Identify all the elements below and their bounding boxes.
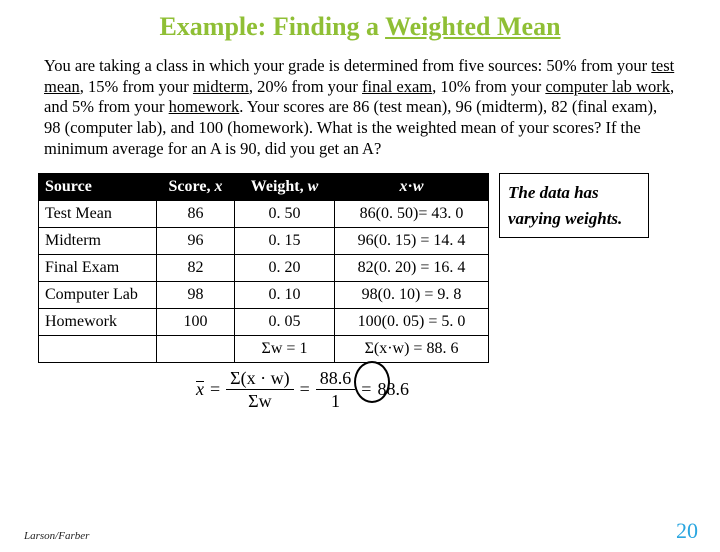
cell-weight: 0. 50 <box>235 201 335 228</box>
cell-xw: 98(0. 10) = 9. 8 <box>335 282 489 309</box>
cell-weight: 0. 05 <box>235 309 335 336</box>
table-row: Computer Lab980. 1098(0. 10) = 9. 8 <box>39 282 489 309</box>
cell-source: Computer Lab <box>39 282 157 309</box>
equals-3: = <box>361 379 371 400</box>
title-lead: Example: Finding a <box>159 12 385 41</box>
note-line2: varying weights. <box>508 206 640 232</box>
table-totals-row: Σw = 1Σ(x·w) = 88. 6 <box>39 336 489 363</box>
formula-area: x = Σ(x · w) Σw = 88.6 1 = 88.6 <box>196 369 720 410</box>
col-score: Score, x <box>157 174 235 201</box>
fraction-symbolic: Σ(x · w) Σw <box>226 369 293 410</box>
page-number: 20 <box>676 518 698 544</box>
cell-sum-w: Σw = 1 <box>235 336 335 363</box>
col-weight: Weight, w <box>235 174 335 201</box>
cell-source: Final Exam <box>39 255 157 282</box>
cell-xw: 86(0. 50)= 43. 0 <box>335 201 489 228</box>
equals-2: = <box>300 379 310 400</box>
cell-sum-xw: Σ(x·w) = 88. 6 <box>335 336 489 363</box>
content-row: Source Score, x Weight, w x·w Test Mean8… <box>38 173 720 363</box>
cell-source: Test Mean <box>39 201 157 228</box>
weighted-mean-table: Source Score, x Weight, w x·w Test Mean8… <box>38 173 489 363</box>
table-header-row: Source Score, x Weight, w x·w <box>39 174 489 201</box>
title-underlined: Weighted Mean <box>385 12 561 41</box>
cell-weight: 0. 15 <box>235 228 335 255</box>
fraction-numeric: 88.6 1 <box>316 369 356 410</box>
table-row: Midterm960. 1596(0. 15) = 14. 4 <box>39 228 489 255</box>
cell-xw: 96(0. 15) = 14. 4 <box>335 228 489 255</box>
cell-source: Homework <box>39 309 157 336</box>
result: 88.6 <box>377 379 409 400</box>
col-source: Source <box>39 174 157 201</box>
cell-weight: 0. 20 <box>235 255 335 282</box>
note-box: The data has varying weights. <box>499 173 649 238</box>
slide-title: Example: Finding a Weighted Mean <box>0 12 720 42</box>
cell-score: 82 <box>157 255 235 282</box>
equals-1: = <box>210 379 220 400</box>
cell-xw: 82(0. 20) = 16. 4 <box>335 255 489 282</box>
cell-source: Midterm <box>39 228 157 255</box>
table-row: Homework1000. 05100(0. 05) = 5. 0 <box>39 309 489 336</box>
table-row: Test Mean860. 5086(0. 50)= 43. 0 <box>39 201 489 228</box>
x-bar: x <box>196 379 204 400</box>
weighted-mean-formula: x = Σ(x · w) Σw = 88.6 1 = 88.6 <box>196 369 720 410</box>
problem-text: You are taking a class in which your gra… <box>44 56 676 159</box>
cell-weight: 0. 10 <box>235 282 335 309</box>
col-xw: x·w <box>335 174 489 201</box>
cell-score: 98 <box>157 282 235 309</box>
note-line1: The data has <box>508 180 640 206</box>
cell-score: 86 <box>157 201 235 228</box>
cell-score: 96 <box>157 228 235 255</box>
cell-score: 100 <box>157 309 235 336</box>
footer-credit: Larson/Farber <box>24 530 89 542</box>
table-row: Final Exam820. 2082(0. 20) = 16. 4 <box>39 255 489 282</box>
cell-xw: 100(0. 05) = 5. 0 <box>335 309 489 336</box>
